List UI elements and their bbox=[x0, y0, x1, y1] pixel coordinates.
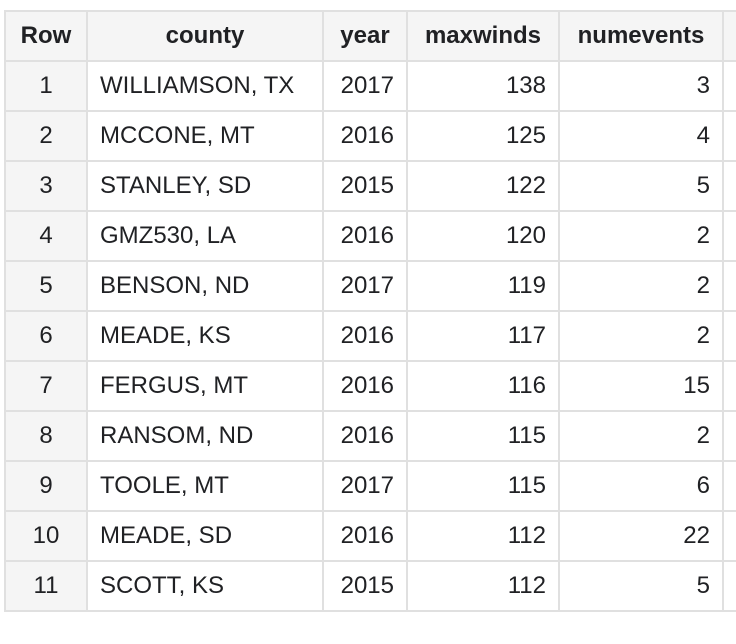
maxwinds-cell: 115 bbox=[406, 410, 560, 462]
county-cell: FERGUS, MT bbox=[86, 360, 324, 412]
row-number-cell: 6 bbox=[4, 310, 88, 362]
county-cell: MEADE, KS bbox=[86, 310, 324, 362]
year-cell: 2016 bbox=[322, 210, 408, 262]
maxwinds-cell: 125 bbox=[406, 110, 560, 162]
year-cell: 2016 bbox=[322, 410, 408, 462]
numevents-cell: 2 bbox=[558, 260, 724, 312]
row-filler-cell bbox=[722, 160, 736, 212]
year-cell: 2016 bbox=[322, 510, 408, 562]
column-header-county[interactable]: county bbox=[86, 10, 324, 62]
table-row[interactable]: 2 MCCONE, MT 2016 125 4 bbox=[4, 110, 736, 162]
year-cell: 2016 bbox=[322, 110, 408, 162]
county-cell: MCCONE, MT bbox=[86, 110, 324, 162]
row-filler-cell bbox=[722, 310, 736, 362]
header-filler-cell bbox=[722, 10, 736, 62]
numevents-cell: 5 bbox=[558, 560, 724, 612]
maxwinds-cell: 112 bbox=[406, 510, 560, 562]
numevents-cell: 3 bbox=[558, 60, 724, 112]
table-row[interactable]: 3 STANLEY, SD 2015 122 5 bbox=[4, 160, 736, 212]
row-number-cell: 5 bbox=[4, 260, 88, 312]
county-cell: MEADE, SD bbox=[86, 510, 324, 562]
maxwinds-cell: 117 bbox=[406, 310, 560, 362]
row-filler-cell bbox=[722, 110, 736, 162]
column-header-year[interactable]: year bbox=[322, 10, 408, 62]
header-row: Row county year maxwinds numevents bbox=[4, 10, 736, 62]
numevents-cell: 2 bbox=[558, 310, 724, 362]
table-row[interactable]: 9 TOOLE, MT 2017 115 6 bbox=[4, 460, 736, 512]
year-cell: 2017 bbox=[322, 260, 408, 312]
table-row[interactable]: 7 FERGUS, MT 2016 116 15 bbox=[4, 360, 736, 412]
row-filler-cell bbox=[722, 360, 736, 412]
row-number-cell: 3 bbox=[4, 160, 88, 212]
results-table: Row county year maxwinds numevents 1 WILL… bbox=[4, 10, 736, 612]
numevents-cell: 5 bbox=[558, 160, 724, 212]
column-header-numevents[interactable]: numevents bbox=[558, 10, 724, 62]
numevents-cell: 6 bbox=[558, 460, 724, 512]
year-cell: 2016 bbox=[322, 360, 408, 412]
table-header: Row county year maxwinds numevents bbox=[4, 10, 736, 62]
maxwinds-cell: 112 bbox=[406, 560, 560, 612]
year-cell: 2015 bbox=[322, 560, 408, 612]
row-filler-cell bbox=[722, 560, 736, 612]
county-cell: RANSOM, ND bbox=[86, 410, 324, 462]
row-filler-cell bbox=[722, 510, 736, 562]
numevents-cell: 4 bbox=[558, 110, 724, 162]
county-cell: BENSON, ND bbox=[86, 260, 324, 312]
maxwinds-cell: 119 bbox=[406, 260, 560, 312]
row-number-cell: 7 bbox=[4, 360, 88, 412]
row-number-cell: 2 bbox=[4, 110, 88, 162]
table-row[interactable]: 1 WILLIAMSON, TX 2017 138 3 bbox=[4, 60, 736, 112]
numevents-cell: 22 bbox=[558, 510, 724, 562]
row-number-cell: 1 bbox=[4, 60, 88, 112]
row-number-cell: 10 bbox=[4, 510, 88, 562]
year-cell: 2017 bbox=[322, 460, 408, 512]
table-row[interactable]: 11 SCOTT, KS 2015 112 5 bbox=[4, 560, 736, 612]
maxwinds-cell: 115 bbox=[406, 460, 560, 512]
row-number-cell: 8 bbox=[4, 410, 88, 462]
row-number-cell: 4 bbox=[4, 210, 88, 262]
maxwinds-cell: 138 bbox=[406, 60, 560, 112]
maxwinds-cell: 120 bbox=[406, 210, 560, 262]
county-cell: SCOTT, KS bbox=[86, 560, 324, 612]
county-cell: STANLEY, SD bbox=[86, 160, 324, 212]
column-header-row[interactable]: Row bbox=[4, 10, 88, 62]
table-row[interactable]: 6 MEADE, KS 2016 117 2 bbox=[4, 310, 736, 362]
table-row[interactable]: 8 RANSOM, ND 2016 115 2 bbox=[4, 410, 736, 462]
row-filler-cell bbox=[722, 410, 736, 462]
year-cell: 2015 bbox=[322, 160, 408, 212]
row-filler-cell bbox=[722, 260, 736, 312]
table-row[interactable]: 5 BENSON, ND 2017 119 2 bbox=[4, 260, 736, 312]
row-filler-cell bbox=[722, 460, 736, 512]
table-row[interactable]: 4 GMZ530, LA 2016 120 2 bbox=[4, 210, 736, 262]
row-number-cell: 11 bbox=[4, 560, 88, 612]
year-cell: 2017 bbox=[322, 60, 408, 112]
county-cell: WILLIAMSON, TX bbox=[86, 60, 324, 112]
numevents-cell: 2 bbox=[558, 410, 724, 462]
numevents-cell: 15 bbox=[558, 360, 724, 412]
row-filler-cell bbox=[722, 210, 736, 262]
county-cell: GMZ530, LA bbox=[86, 210, 324, 262]
year-cell: 2016 bbox=[322, 310, 408, 362]
row-filler-cell bbox=[722, 60, 736, 112]
column-header-maxwinds[interactable]: maxwinds bbox=[406, 10, 560, 62]
row-number-cell: 9 bbox=[4, 460, 88, 512]
table-row[interactable]: 10 MEADE, SD 2016 112 22 bbox=[4, 510, 736, 562]
table-body: 1 WILLIAMSON, TX 2017 138 3 2 MCCONE, MT 2016 12… bbox=[4, 60, 736, 612]
numevents-cell: 2 bbox=[558, 210, 724, 262]
maxwinds-cell: 116 bbox=[406, 360, 560, 412]
maxwinds-cell: 122 bbox=[406, 160, 560, 212]
county-cell: TOOLE, MT bbox=[86, 460, 324, 512]
